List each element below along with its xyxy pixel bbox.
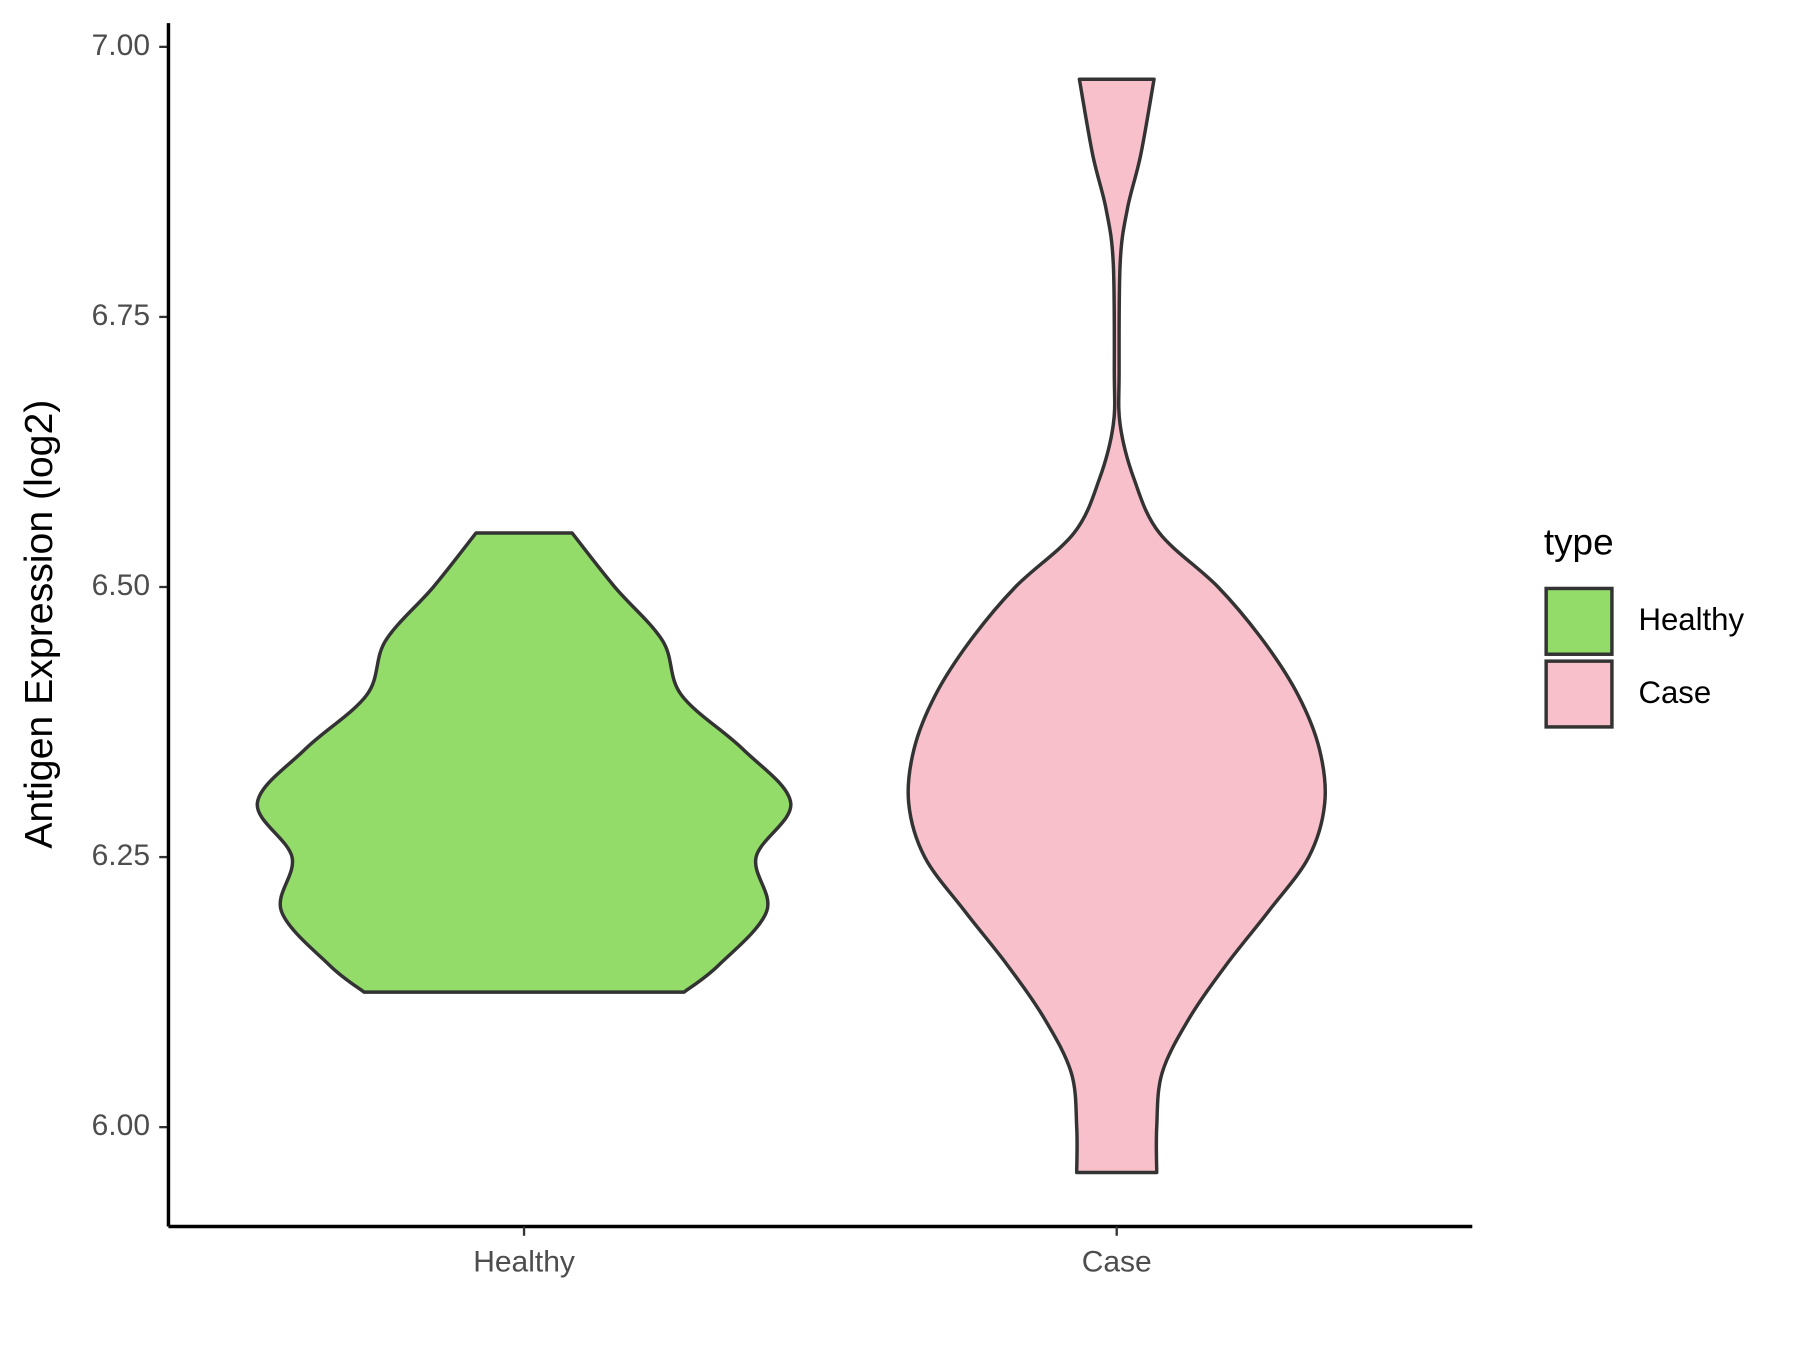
x-tick-label: Healthy — [473, 1245, 575, 1278]
y-tick-label: 6.25 — [92, 839, 150, 872]
y-tick-label: 7.00 — [92, 29, 150, 62]
violin — [906, 77, 1328, 1175]
y-tick-label: 6.00 — [92, 1109, 150, 1142]
y-tick-label: 6.75 — [92, 299, 150, 332]
legend-title: type — [1544, 521, 1614, 562]
y-axis-title: Antigen Expression (log2) — [17, 400, 61, 849]
x-tick-label: Case — [1082, 1245, 1152, 1278]
violin — [255, 531, 793, 994]
y-tick-label: 6.50 — [92, 569, 150, 602]
legend-label: Healthy — [1638, 602, 1744, 637]
legend-label: Case — [1638, 675, 1711, 710]
legend-key — [1544, 659, 1614, 729]
legend-key — [1544, 586, 1614, 656]
